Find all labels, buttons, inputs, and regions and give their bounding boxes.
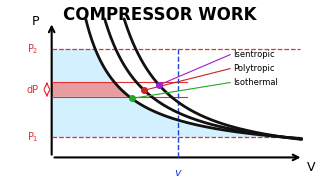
Text: dP: dP <box>27 85 39 94</box>
Polygon shape <box>52 82 129 97</box>
Text: v: v <box>174 168 181 178</box>
Text: V: V <box>307 161 315 174</box>
Text: P: P <box>32 15 39 28</box>
Text: Isentropic: Isentropic <box>233 50 275 59</box>
Text: P$_1$: P$_1$ <box>27 130 39 144</box>
Text: Isothermal: Isothermal <box>233 78 278 87</box>
Text: COMPRESSOR WORK: COMPRESSOR WORK <box>63 6 257 24</box>
Text: P$_2$: P$_2$ <box>28 42 39 56</box>
Text: Polytropic: Polytropic <box>233 64 275 73</box>
Polygon shape <box>52 49 283 137</box>
